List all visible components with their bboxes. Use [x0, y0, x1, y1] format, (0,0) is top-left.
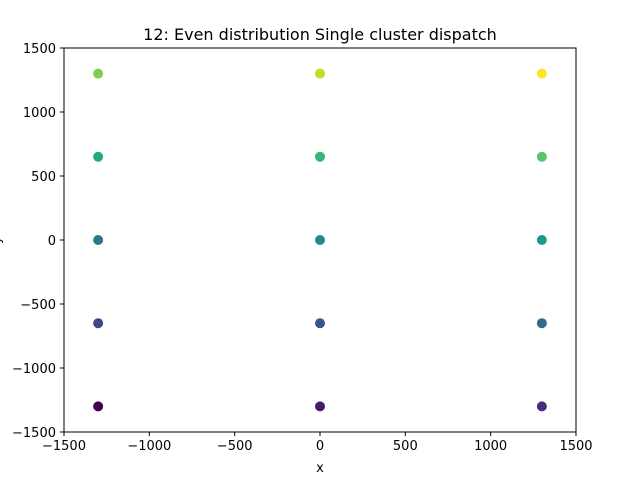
y-tick-label: 1500: [23, 42, 56, 57]
chart-title: 12: Even distribution Single cluster dis…: [143, 25, 497, 44]
y-tick-label: −500: [20, 298, 56, 313]
scatter-point: [315, 68, 325, 79]
scatter-point: [536, 401, 547, 412]
y-axis-label: y: [0, 236, 4, 244]
scatter-point: [93, 401, 104, 412]
y-tick-label: −1500: [12, 426, 56, 441]
x-axis-label: x: [316, 461, 324, 476]
x-tick-label: 1000: [474, 439, 507, 454]
scatter-point: [536, 235, 547, 245]
x-tick-label: −500: [217, 439, 253, 454]
scatter-point: [536, 318, 547, 329]
x-axis: −1500 −1000 −500 0 500 1000 1500: [42, 432, 593, 454]
x-tick-label: −1000: [127, 439, 171, 454]
y-tick-label: 1000: [23, 106, 56, 121]
x-tick-label: 1500: [559, 439, 592, 454]
scatter-point: [93, 68, 104, 79]
y-tick-label: 500: [31, 170, 56, 185]
scatter-point: [315, 318, 325, 329]
scatter-point: [315, 235, 325, 245]
y-tick-label: 0: [48, 234, 56, 249]
scatter-point: [315, 401, 325, 412]
x-tick-label: 0: [316, 439, 324, 454]
axes-frame: [63, 47, 577, 433]
x-tick-label: 500: [393, 439, 418, 454]
y-tick-label: −1000: [12, 362, 56, 377]
scatter-point: [536, 151, 547, 162]
scatter-point: [315, 151, 325, 162]
x-tick-label: −1500: [42, 439, 86, 454]
scatter-point: [536, 68, 547, 79]
scatter-point: [93, 235, 104, 245]
y-axis: −1500 −1000 −500 0 500 1000 1500: [12, 42, 64, 441]
scatter-point: [93, 151, 104, 162]
scatter-point: [93, 318, 104, 329]
scatter-points: [93, 68, 547, 412]
